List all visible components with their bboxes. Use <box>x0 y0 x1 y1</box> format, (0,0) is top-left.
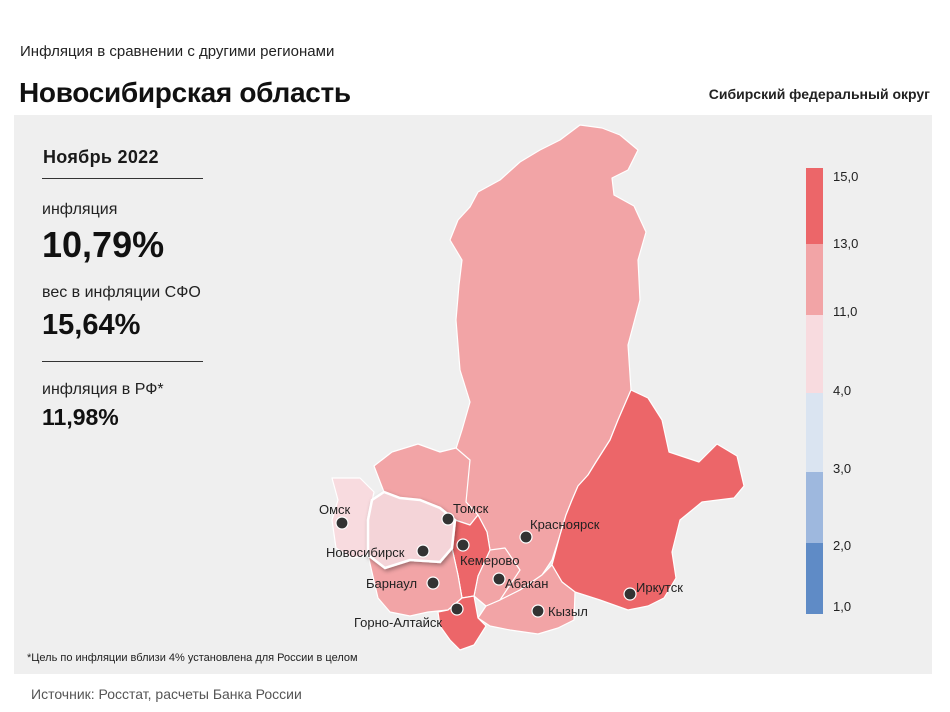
scale-band-4-11 <box>806 315 823 393</box>
scale-band-2-3 <box>806 472 823 543</box>
scale-tick-4: 4,0 <box>833 383 851 398</box>
city-label-tomsk: Томск <box>453 501 489 516</box>
scale-band-13-15 <box>806 168 823 244</box>
marker-gorno-altaysk[interactable] <box>450 602 464 616</box>
city-label-irkutsk: Иркутск <box>636 580 683 595</box>
scale-tick-15: 15,0 <box>833 169 858 184</box>
region-altai-republic[interactable] <box>437 595 487 651</box>
color-scale: 15,0 13,0 11,0 4,0 3,0 2,0 1,0 <box>806 168 858 614</box>
footnote: *Цель по инфляции вблизи 4% установлена … <box>27 652 358 664</box>
scale-tick-2: 2,0 <box>833 538 851 553</box>
region-omsk[interactable] <box>331 477 375 559</box>
chart-subtitle: Инфляция в сравнении с другими регионами <box>20 43 335 60</box>
inflation-value: 10,79% <box>42 224 165 265</box>
divider-top <box>42 178 203 179</box>
city-label-omsk: Омск <box>319 502 351 517</box>
city-label-krasnoyarsk: Красноярск <box>530 517 600 532</box>
city-label-novosibirsk: Новосибирск <box>326 545 405 560</box>
city-label-kyzyl: Кызыл <box>548 604 588 619</box>
region-title: Новосибирская область <box>19 77 351 108</box>
marker-krasnoyarsk[interactable] <box>519 530 533 544</box>
scale-tick-13: 13,0 <box>833 236 858 251</box>
marker-kemerovo[interactable] <box>456 538 470 552</box>
city-label-gorno-altaysk: Горно-Алтайск <box>354 615 442 630</box>
region-irkutsk[interactable] <box>551 389 745 611</box>
rf-inflation-label: инфляция в РФ* <box>42 381 164 398</box>
city-label-barnaul: Барнаул <box>366 576 417 591</box>
region-tyva[interactable] <box>477 564 576 635</box>
scale-band-11-13 <box>806 244 823 315</box>
inflation-label: инфляция <box>42 201 118 218</box>
weight-value: 15,64% <box>42 309 141 341</box>
divider-bottom <box>42 361 203 362</box>
city-label-kemerovo: Кемерово <box>460 553 519 568</box>
marker-kyzyl[interactable] <box>531 604 545 618</box>
marker-abakan[interactable] <box>492 572 506 586</box>
rf-inflation-value: 11,98% <box>42 404 119 430</box>
region-novosibirsk[interactable] <box>366 490 457 570</box>
marker-novosibirsk[interactable] <box>416 544 430 558</box>
marker-omsk[interactable] <box>335 516 349 530</box>
district-label: Сибирский федеральный округ <box>708 86 930 102</box>
period-label: Ноябрь 2022 <box>43 147 159 167</box>
city-label-abakan: Абакан <box>505 576 548 591</box>
weight-label: вес в инфляции СФО <box>42 284 201 301</box>
scale-tick-3: 3,0 <box>833 461 851 476</box>
marker-irkutsk[interactable] <box>623 587 637 601</box>
scale-tick-11: 11,0 <box>833 304 857 319</box>
scale-band-3-4 <box>806 393 823 472</box>
source-note: Источник: Росстат, расчеты Банка России <box>31 686 302 702</box>
marker-barnaul[interactable] <box>426 576 440 590</box>
marker-tomsk[interactable] <box>441 512 455 526</box>
scale-band-1-2 <box>806 543 823 614</box>
scale-tick-1: 1,0 <box>833 599 851 614</box>
